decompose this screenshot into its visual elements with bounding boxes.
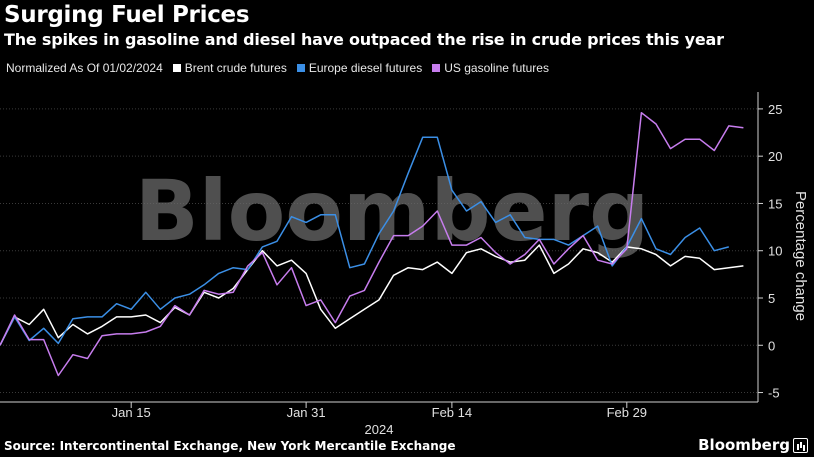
series-lines <box>0 111 744 377</box>
y-tick-label: 25 <box>768 102 782 117</box>
bloomberg-logo: Bloomberg <box>698 436 790 454</box>
x-axis: Jan 15 Jan 31 Feb 14 Feb 29 <box>0 401 758 420</box>
y-tick-label: 15 <box>768 196 782 211</box>
legend-swatch-diesel <box>296 64 305 72</box>
legend-swatch-gasoline <box>432 64 441 72</box>
y-tick-label: 10 <box>768 244 782 259</box>
legend: Normalized As Of 01/02/2024 Brent crude … <box>6 61 549 75</box>
y-tick-label: -5 <box>768 386 780 401</box>
series-line-brent[interactable] <box>0 244 744 346</box>
source-note: Source: Intercontinental Exchange, New Y… <box>4 439 456 453</box>
gridlines <box>0 108 762 394</box>
y-axis: 25 20 15 10 5 0 -5 <box>757 92 782 402</box>
legend-item-brent[interactable]: Brent crude futures <box>172 61 287 75</box>
legend-item-diesel[interactable]: Europe diesel futures <box>296 61 423 75</box>
bloomberg-chart-icon <box>793 438 808 453</box>
legend-note: Normalized As Of 01/02/2024 <box>6 61 163 75</box>
legend-label-diesel: Europe diesel futures <box>308 61 423 75</box>
x-tick-label: Jan 15 <box>112 405 151 420</box>
legend-item-gasoline[interactable]: US gasoline futures <box>432 61 549 75</box>
x-tick-label: Jan 31 <box>287 405 326 420</box>
series-line-diesel[interactable] <box>0 136 729 346</box>
chart-subtitle: The spikes in gasoline and diesel have o… <box>4 30 724 49</box>
y-tick-label: 20 <box>768 149 782 164</box>
y-axis-title: Percentage change <box>792 191 809 321</box>
x-tick-label: Feb 29 <box>607 405 647 420</box>
legend-label-gasoline: US gasoline futures <box>444 61 549 75</box>
series-line-gasoline[interactable] <box>0 111 744 377</box>
legend-label-brent: Brent crude futures <box>184 61 287 75</box>
x-axis-year-label: 2024 <box>365 422 394 437</box>
chart-title: Surging Fuel Prices <box>4 2 250 28</box>
y-tick-label: 5 <box>768 291 775 306</box>
y-tick-label: 0 <box>768 338 775 353</box>
legend-swatch-brent <box>172 64 181 72</box>
x-tick-label: Feb 14 <box>432 405 472 420</box>
